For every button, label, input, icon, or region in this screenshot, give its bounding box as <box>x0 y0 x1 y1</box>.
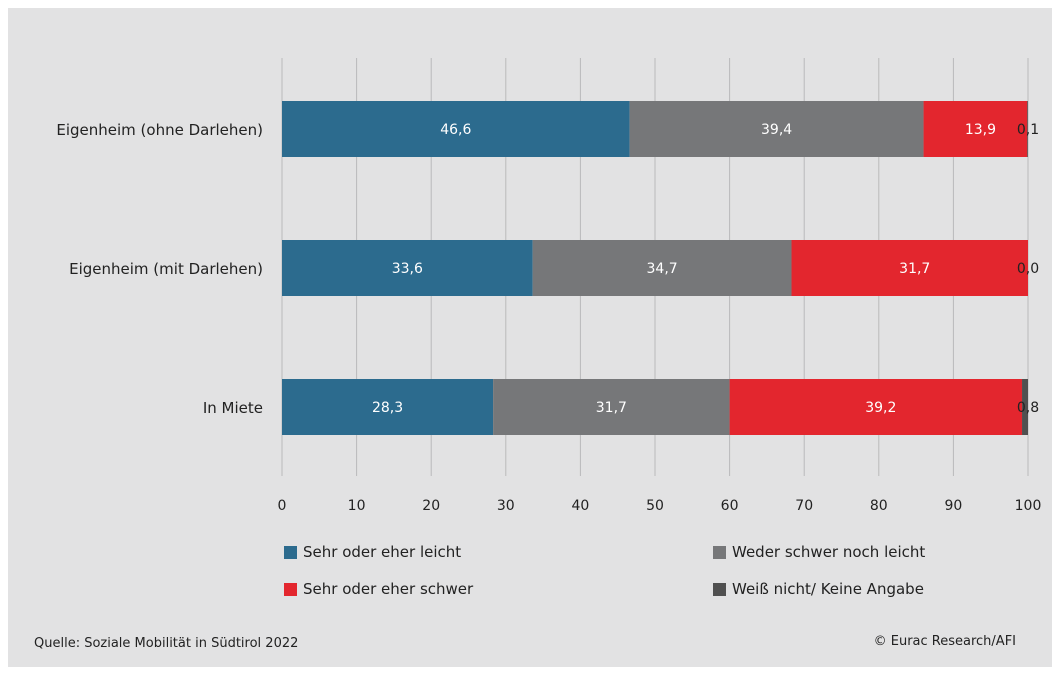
x-tick-label-70: 70 <box>795 498 813 514</box>
bar-segment-1-1 <box>532 240 792 296</box>
data-label-0-0: 46,6 <box>440 122 471 138</box>
data-label-1-3: 0,0 <box>1017 261 1039 277</box>
legend-item-weder: Weder schwer noch leicht <box>713 543 925 561</box>
legend-item-sehr-schwer: Sehr oder eher schwer <box>284 580 473 598</box>
legend-swatch-weiss-nicht <box>713 582 726 596</box>
legend-label-sehr-schwer: Sehr oder eher schwer <box>303 580 474 598</box>
x-tick-label-0: 0 <box>278 498 287 514</box>
data-label-1-1: 34,7 <box>647 261 678 277</box>
source-note: Quelle: Soziale Mobilität in Südtirol 20… <box>34 636 299 651</box>
data-label-1-2: 31,7 <box>899 261 930 277</box>
bar-segment-2-3 <box>1022 379 1028 435</box>
x-tick-label-80: 80 <box>870 498 888 514</box>
bar-segment-0-1 <box>629 101 924 157</box>
bar-segment-1-0 <box>282 240 533 296</box>
x-tick-label-30: 30 <box>497 498 515 514</box>
chart-panel: 46,6 39,4 13,9 0,1 Eigenheim (ohne Darlehen)… <box>8 8 1052 667</box>
bar-segment-0-0 <box>282 101 630 157</box>
legend-swatch-sehr-schwer <box>284 582 297 596</box>
x-tick-label-90: 90 <box>944 498 962 514</box>
data-label-2-1: 31,7 <box>596 400 627 416</box>
copyright-note: © Eurac Research/AFI <box>873 634 1016 649</box>
bar-segment-0-3 <box>1027 101 1028 157</box>
data-label-0-1: 39,4 <box>761 122 792 138</box>
x-tick-label-20: 20 <box>422 498 440 514</box>
data-label-0-3: 0,1 <box>1017 122 1039 138</box>
legend-swatch-weder <box>713 545 726 559</box>
category-label-2: In Miete <box>203 399 263 417</box>
data-label-0-2: 13,9 <box>965 122 996 138</box>
stacked-bar-chart: 46,6 39,4 13,9 0,1 Eigenheim (ohne Darlehen)… <box>56 58 1042 514</box>
legend-label-weder: Weder schwer noch leicht <box>732 543 926 561</box>
x-tick-label-100: 100 <box>1015 498 1042 514</box>
x-tick-label-40: 40 <box>571 498 589 514</box>
legend-label-weiss-nicht: Weiß nicht/ Keine Angabe <box>732 580 924 598</box>
data-label-2-2: 39,2 <box>865 400 896 416</box>
legend-swatch-sehr-leicht <box>284 545 297 559</box>
x-tick-label-10: 10 <box>348 498 366 514</box>
category-label-0: Eigenheim (ohne Darlehen) <box>56 121 263 139</box>
x-tick-label-50: 50 <box>646 498 664 514</box>
category-label-1: Eigenheim (mit Darlehen) <box>69 260 263 278</box>
data-label-1-0: 33,6 <box>392 261 423 277</box>
bar-segment-0-2 <box>923 101 1028 157</box>
legend-item-sehr-leicht: Sehr oder eher leicht <box>284 543 461 561</box>
bar-segment-2-2 <box>729 379 1023 435</box>
bar-segment-2-1 <box>493 379 730 435</box>
data-label-2-0: 28,3 <box>372 400 403 416</box>
bar-segment-2-0 <box>282 379 494 435</box>
legend-item-weiss-nicht: Weiß nicht/ Keine Angabe <box>713 580 924 598</box>
x-tick-label-60: 60 <box>721 498 739 514</box>
data-label-2-3: 0,8 <box>1017 400 1039 416</box>
legend-label-sehr-leicht: Sehr oder eher leicht <box>303 543 462 561</box>
bar-segment-1-2 <box>791 240 1028 296</box>
